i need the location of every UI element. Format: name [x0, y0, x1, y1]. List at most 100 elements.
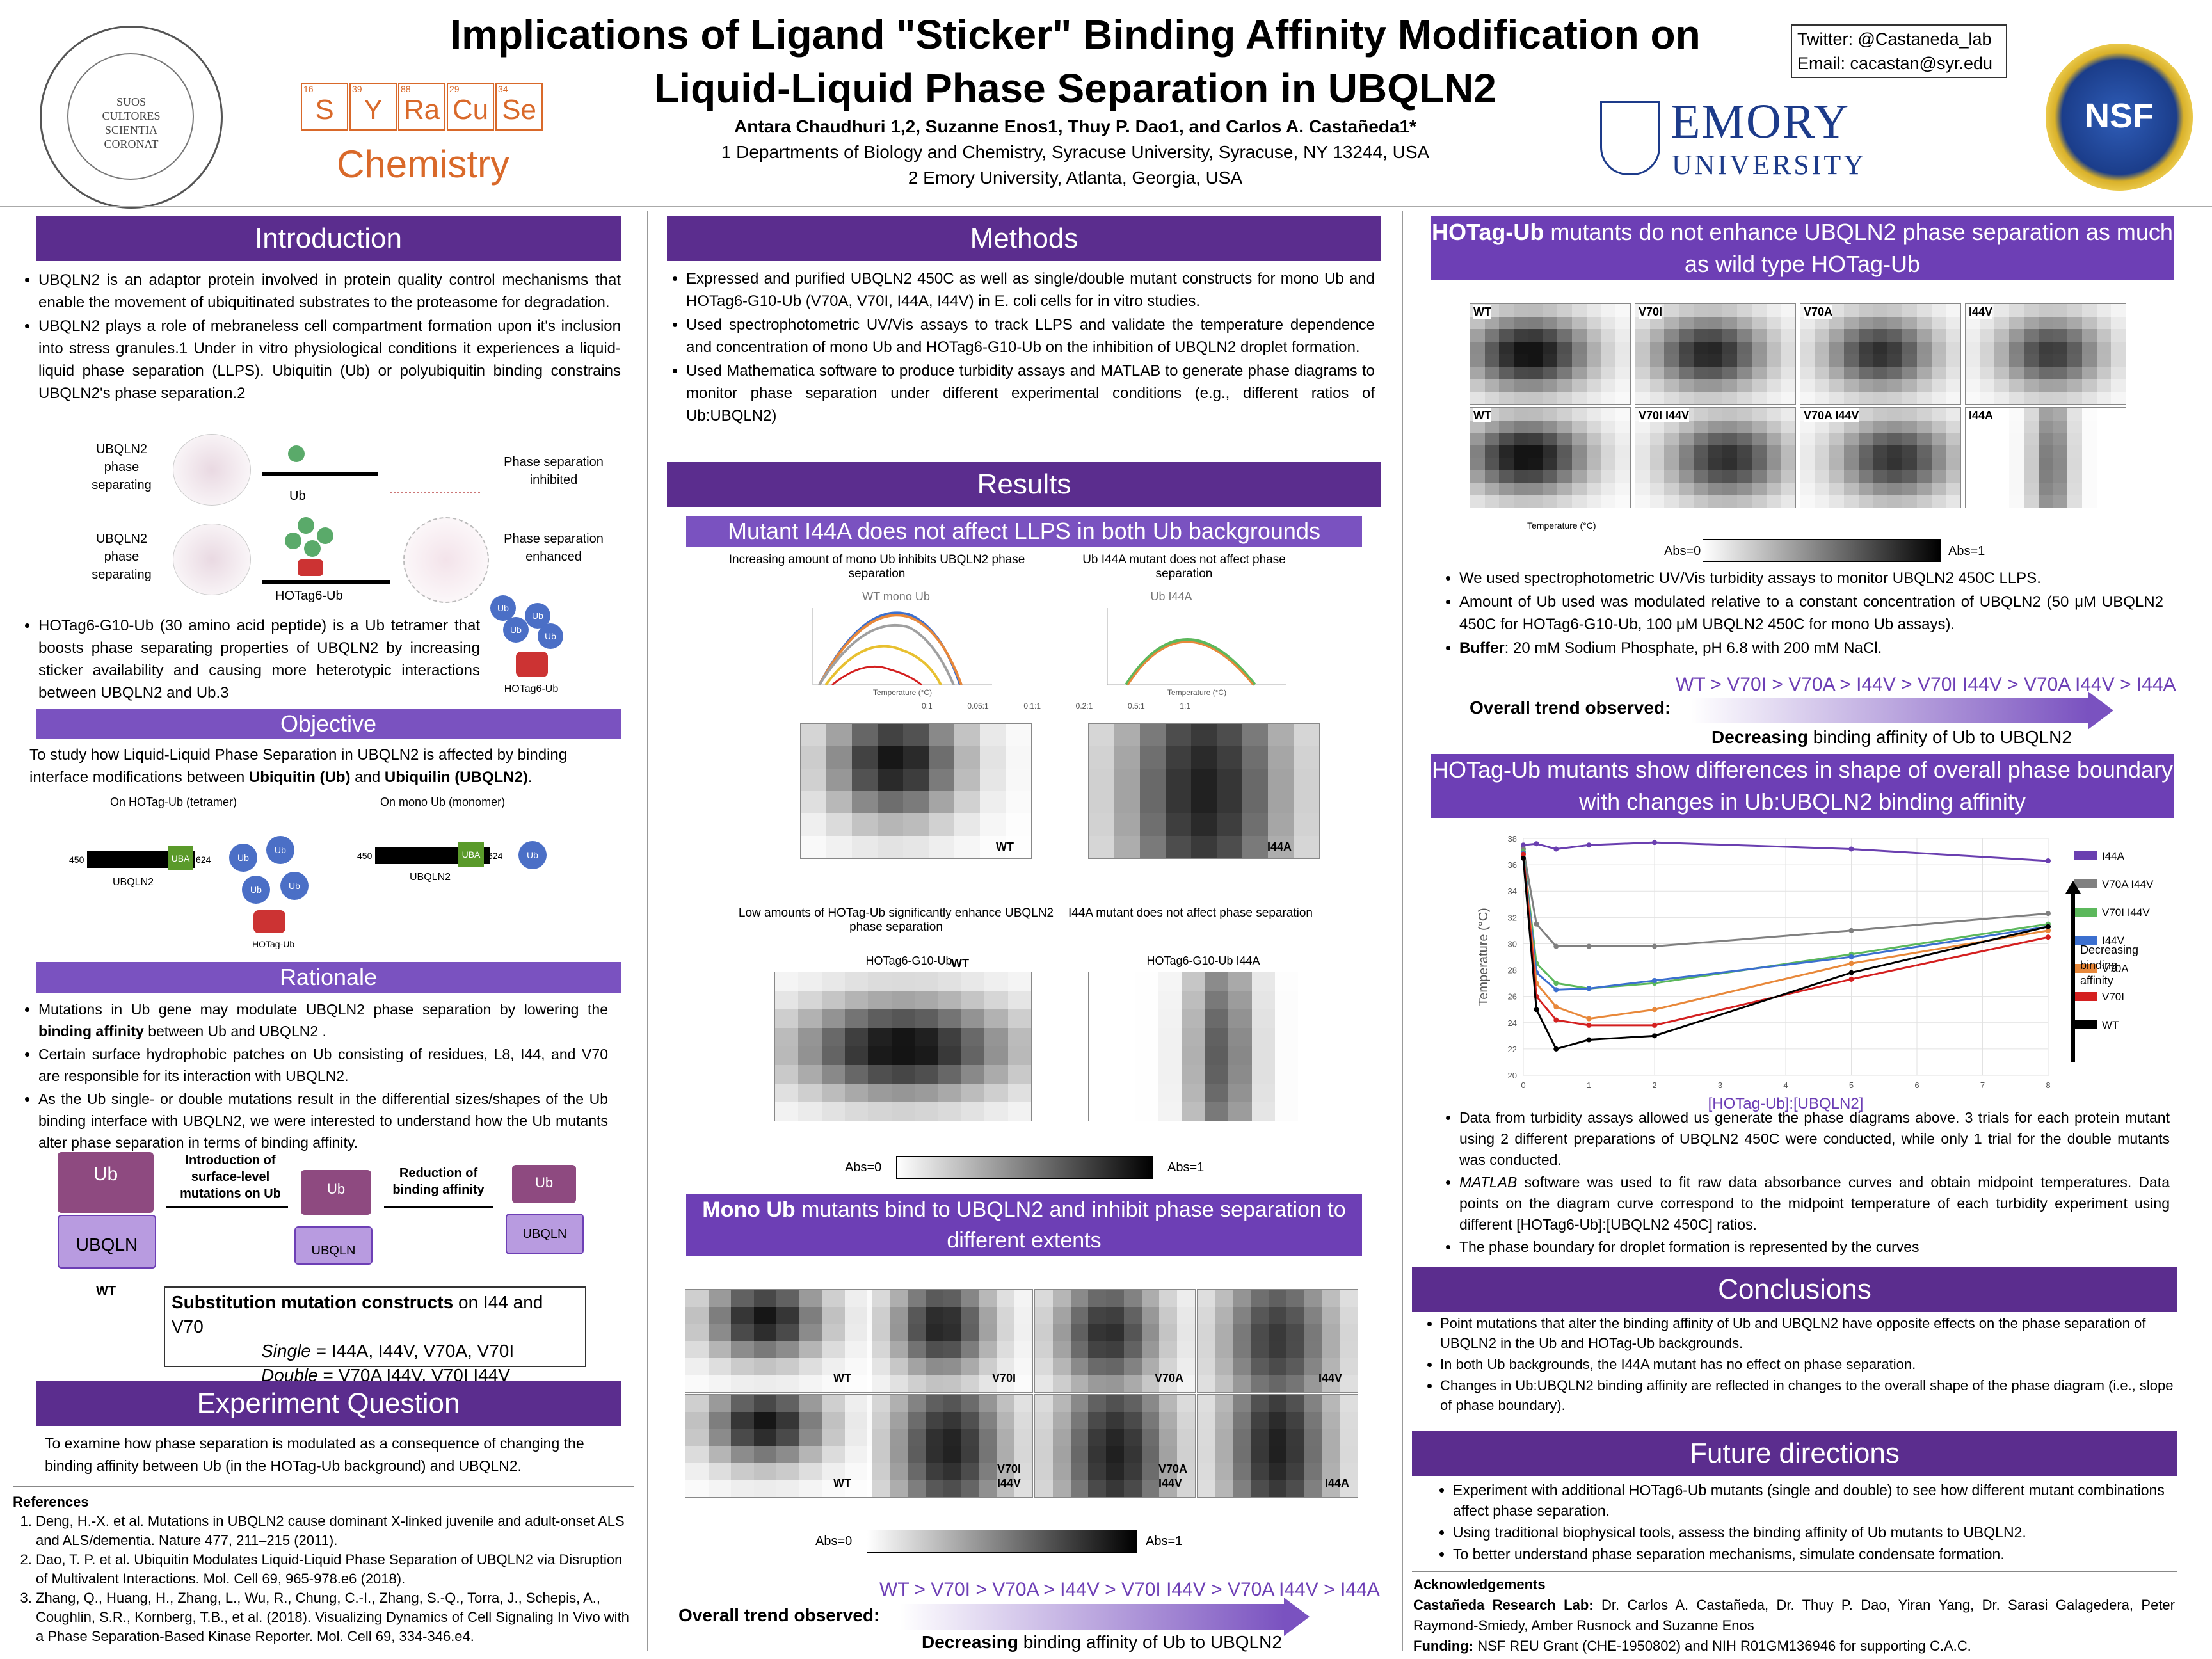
- mono-panel-label: V70A: [1155, 1372, 1184, 1384]
- legend-item: 0:1: [922, 701, 933, 710]
- assay-bullet: Buffer: 20 mM Sodium Phosphate, pH 6.8 w…: [1459, 637, 2163, 659]
- heatmap-cell: [1528, 470, 1543, 483]
- heatmap-cell: [845, 1102, 869, 1121]
- heatmap-cell: [731, 1375, 754, 1392]
- phase-bullet: Data from turbidity assays allowed us ge…: [1459, 1107, 2170, 1171]
- heatmap-cell: [1722, 316, 1738, 329]
- heatmap-cell: [1205, 972, 1229, 991]
- hotag-ub-label: HOTag-Ub: [252, 939, 295, 949]
- heatmap-cell: [1123, 1445, 1142, 1463]
- heatmap-cell: [2111, 379, 2126, 392]
- heatmap-cell: [1304, 1340, 1322, 1358]
- heatmap-cell: [1141, 1306, 1160, 1324]
- future-bullet: Experiment with additional HOTag6-Ub mut…: [1453, 1480, 2176, 1521]
- objective-heading: Objective: [36, 709, 621, 739]
- heatmap-cell: [798, 1046, 822, 1065]
- heatmap-cell: [2053, 420, 2068, 433]
- heatmap-cell: [1781, 316, 1795, 329]
- heatmap-cell: [1251, 1445, 1269, 1463]
- heatmap-cell: [1217, 791, 1242, 813]
- heatmap-cell: [1966, 470, 1980, 483]
- heatmap-cell: [1994, 316, 2010, 329]
- heatmap-cell: [1159, 1480, 1178, 1497]
- heatmap-cell: [1664, 341, 1679, 354]
- heatmap-cell: [1601, 445, 1616, 458]
- heatmap-cell: [1751, 329, 1767, 342]
- caption-mono-ub: Increasing amount of mono Ub inhibits UB…: [728, 553, 1025, 581]
- heatmap-cell: [708, 1395, 732, 1412]
- heatmap-cell: [943, 1480, 961, 1497]
- acknowledgements: Acknowledgements Castañeda Research Lab:…: [1413, 1575, 2175, 1656]
- heatmap-cell: [984, 1102, 1008, 1121]
- heatmap-cell: [1708, 420, 1723, 433]
- heatmap-cell: [1994, 495, 2010, 508]
- heatmap-cell: [799, 1324, 822, 1341]
- heatmap-cell: [1722, 391, 1738, 404]
- emory-shield-icon: [1600, 101, 1660, 175]
- heatmap-cell: [1251, 1290, 1269, 1307]
- heatmap-cell: [1198, 1395, 1215, 1412]
- heatmap-cell: [1994, 470, 2010, 483]
- heatmap-cell: [1198, 1429, 1215, 1446]
- legend-label: V70A: [2102, 963, 2129, 975]
- heatmap-cell: [984, 1046, 1008, 1065]
- data-point: [1652, 1007, 1657, 1013]
- on-mono-label: On mono Ub (monomer): [380, 796, 506, 808]
- heatmap-cell: [1931, 433, 1946, 445]
- hotag-caption: HOTag6-Ub: [504, 684, 559, 694]
- heatmap-cell: [1844, 304, 1859, 317]
- heatmap-cell: [1931, 483, 1946, 495]
- heatmap-cell: [708, 1429, 732, 1446]
- heatmap-cell: [1586, 329, 1601, 342]
- x-tick-label: 7: [1980, 1080, 1985, 1090]
- heatmap-cell: [1123, 1306, 1142, 1324]
- heatmap-cell: [753, 1463, 777, 1480]
- heatmap-mono-wt: WT: [755, 719, 1037, 873]
- heatmap-cell: [1251, 1102, 1275, 1121]
- heatmap-cell: [1198, 1358, 1215, 1375]
- heatmap-cell: [1528, 445, 1543, 458]
- data-point: [1586, 1016, 1592, 1022]
- twitter-handle[interactable]: Twitter: @Castaneda_lab: [1797, 29, 1992, 49]
- heatmap-cell: [708, 1375, 732, 1392]
- heatmap-cell: [1800, 470, 1815, 483]
- curve-line: [1125, 638, 1256, 686]
- heatmap-cell: [929, 769, 954, 791]
- heatmap-cell: [1141, 1290, 1160, 1307]
- heatmap-cell: [1902, 420, 1917, 433]
- heatmap-cell: [997, 1324, 1015, 1341]
- heatmap-cell: [1664, 391, 1679, 404]
- data-point: [1586, 842, 1592, 848]
- heatmap-cell: [1649, 316, 1665, 329]
- heatmap-cell: [2038, 470, 2053, 483]
- heatmap-cell: [1251, 1375, 1269, 1392]
- heatmap-cell: [1844, 329, 1859, 342]
- heatmap-cell: [1088, 1429, 1107, 1446]
- heatmap-cell: [2053, 391, 2068, 404]
- heatmap-cell: [2023, 470, 2039, 483]
- heatmap-cell: [1135, 1084, 1159, 1102]
- conclusions-text: Point mutations that alter the binding a…: [1421, 1313, 2176, 1416]
- ack-heading: Acknowledgements: [1413, 1576, 1546, 1592]
- heatmap-cell: [1106, 1411, 1124, 1429]
- heatmap-cell: [1664, 366, 1679, 379]
- heatmap-cell: [1251, 1084, 1275, 1102]
- heatmap-cell: [1470, 354, 1485, 367]
- heatmap-cell: [1484, 458, 1500, 470]
- heatmap-cell: [1800, 495, 1815, 508]
- assay-bullet: Amount of Ub used was modulated relative…: [1459, 591, 2163, 636]
- heatmap-cell: [1844, 379, 1859, 392]
- heatmap-cell: [798, 1009, 822, 1028]
- heatmap-cell: [2067, 495, 2082, 508]
- heatmap-cell: [1615, 495, 1630, 508]
- heatmap-cell: [1141, 1480, 1160, 1497]
- heatmap-cell: [890, 1306, 908, 1324]
- heatmap-cell: [1829, 445, 1845, 458]
- heatmap-cell: [1781, 379, 1795, 392]
- heatmap-cell: [1177, 1290, 1195, 1307]
- heatmap-cell: [1966, 329, 1980, 342]
- email-address[interactable]: Email: cacastan@syr.edu: [1797, 54, 1993, 73]
- heatmap-cell: [821, 1009, 846, 1028]
- conclusion-bullet: Changes in Ub:UBQLN2 binding affinity ar…: [1440, 1375, 2176, 1415]
- heatmap-cell: [1141, 1375, 1160, 1392]
